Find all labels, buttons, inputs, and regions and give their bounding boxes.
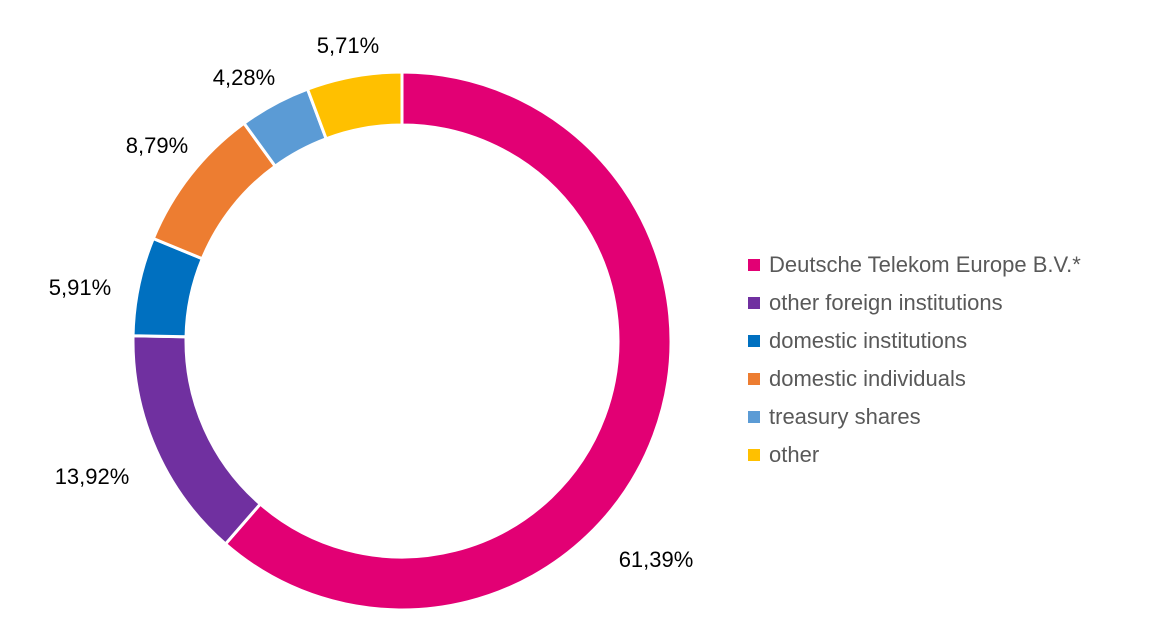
legend: Deutsche Telekom Europe B.V.* other fore… (748, 246, 1081, 474)
legend-swatch (748, 335, 760, 347)
legend-swatch (748, 297, 760, 309)
legend-label: domestic individuals (769, 366, 966, 391)
legend-label: treasury shares (769, 404, 921, 429)
legend-label: other (769, 442, 820, 467)
legend-item: Deutsche Telekom Europe B.V.* (748, 246, 1081, 284)
legend-swatch (748, 449, 760, 461)
legend-swatch (748, 259, 760, 271)
data-label-4: 4,28% (212, 65, 276, 90)
legend-item: treasury shares (748, 398, 1081, 436)
legend-swatch (748, 411, 760, 423)
legend-item: other (748, 436, 1081, 474)
data-label-2: 5,91% (48, 275, 112, 300)
legend-label: other foreign institutions (769, 290, 1003, 315)
legend-label: domestic institutions (769, 328, 968, 353)
donut-slice-0 (223, 70, 673, 612)
donut-slice-1 (131, 334, 263, 547)
legend-item: domestic individuals (748, 360, 1081, 398)
data-label-5: 5,71% (316, 33, 380, 58)
data-label-1: 13,92% (54, 464, 130, 489)
legend-item: domestic institutions (748, 322, 1081, 360)
legend-label: Deutsche Telekom Europe B.V.* (769, 252, 1081, 277)
legend-item: other foreign institutions (748, 284, 1081, 322)
data-label-0: 61,39% (618, 547, 694, 572)
data-label-3: 8,79% (125, 133, 189, 158)
legend-swatch (748, 373, 760, 385)
donut-slice-5 (305, 70, 404, 141)
